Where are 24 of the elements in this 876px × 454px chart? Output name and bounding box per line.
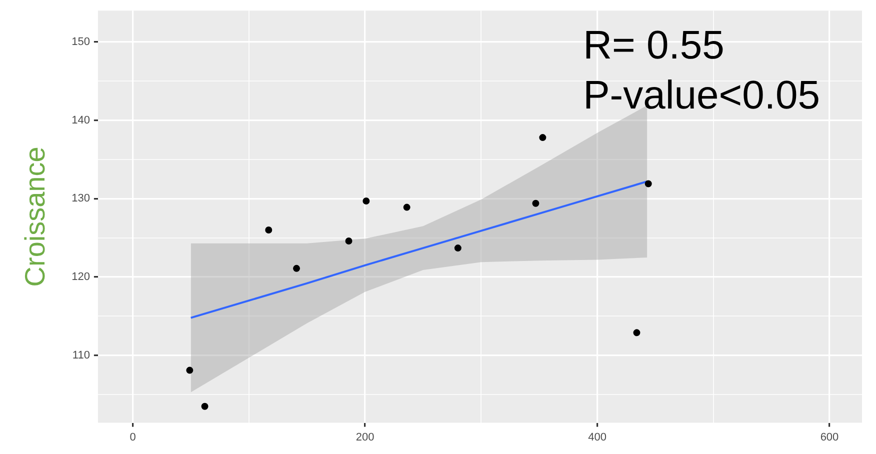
point: [265, 226, 272, 234]
y-axis-title: Croissance: [20, 146, 51, 287]
point: [454, 244, 462, 252]
x-tick-label: 0: [130, 431, 136, 444]
annotation: R= 0.55: [583, 24, 724, 68]
point: [345, 237, 352, 244]
y-tick-label: 140: [72, 114, 90, 126]
point: [362, 198, 370, 205]
point: [539, 134, 546, 142]
point: [532, 200, 540, 207]
point: [644, 180, 652, 188]
point: [633, 329, 640, 336]
y-tick-label: 110: [72, 349, 90, 362]
point: [293, 264, 300, 272]
y-tick-label: 130: [72, 192, 90, 205]
point: [186, 366, 194, 374]
point: [403, 204, 410, 211]
annotation: P-value<0.05: [583, 74, 820, 118]
point: [201, 402, 208, 410]
x-tick-label: 600: [820, 431, 839, 444]
x-tick-label: 400: [588, 431, 606, 444]
y-tick-label: 150: [72, 36, 90, 48]
x-tick-label: 200: [356, 431, 374, 444]
y-tick-label: 120: [72, 271, 90, 284]
